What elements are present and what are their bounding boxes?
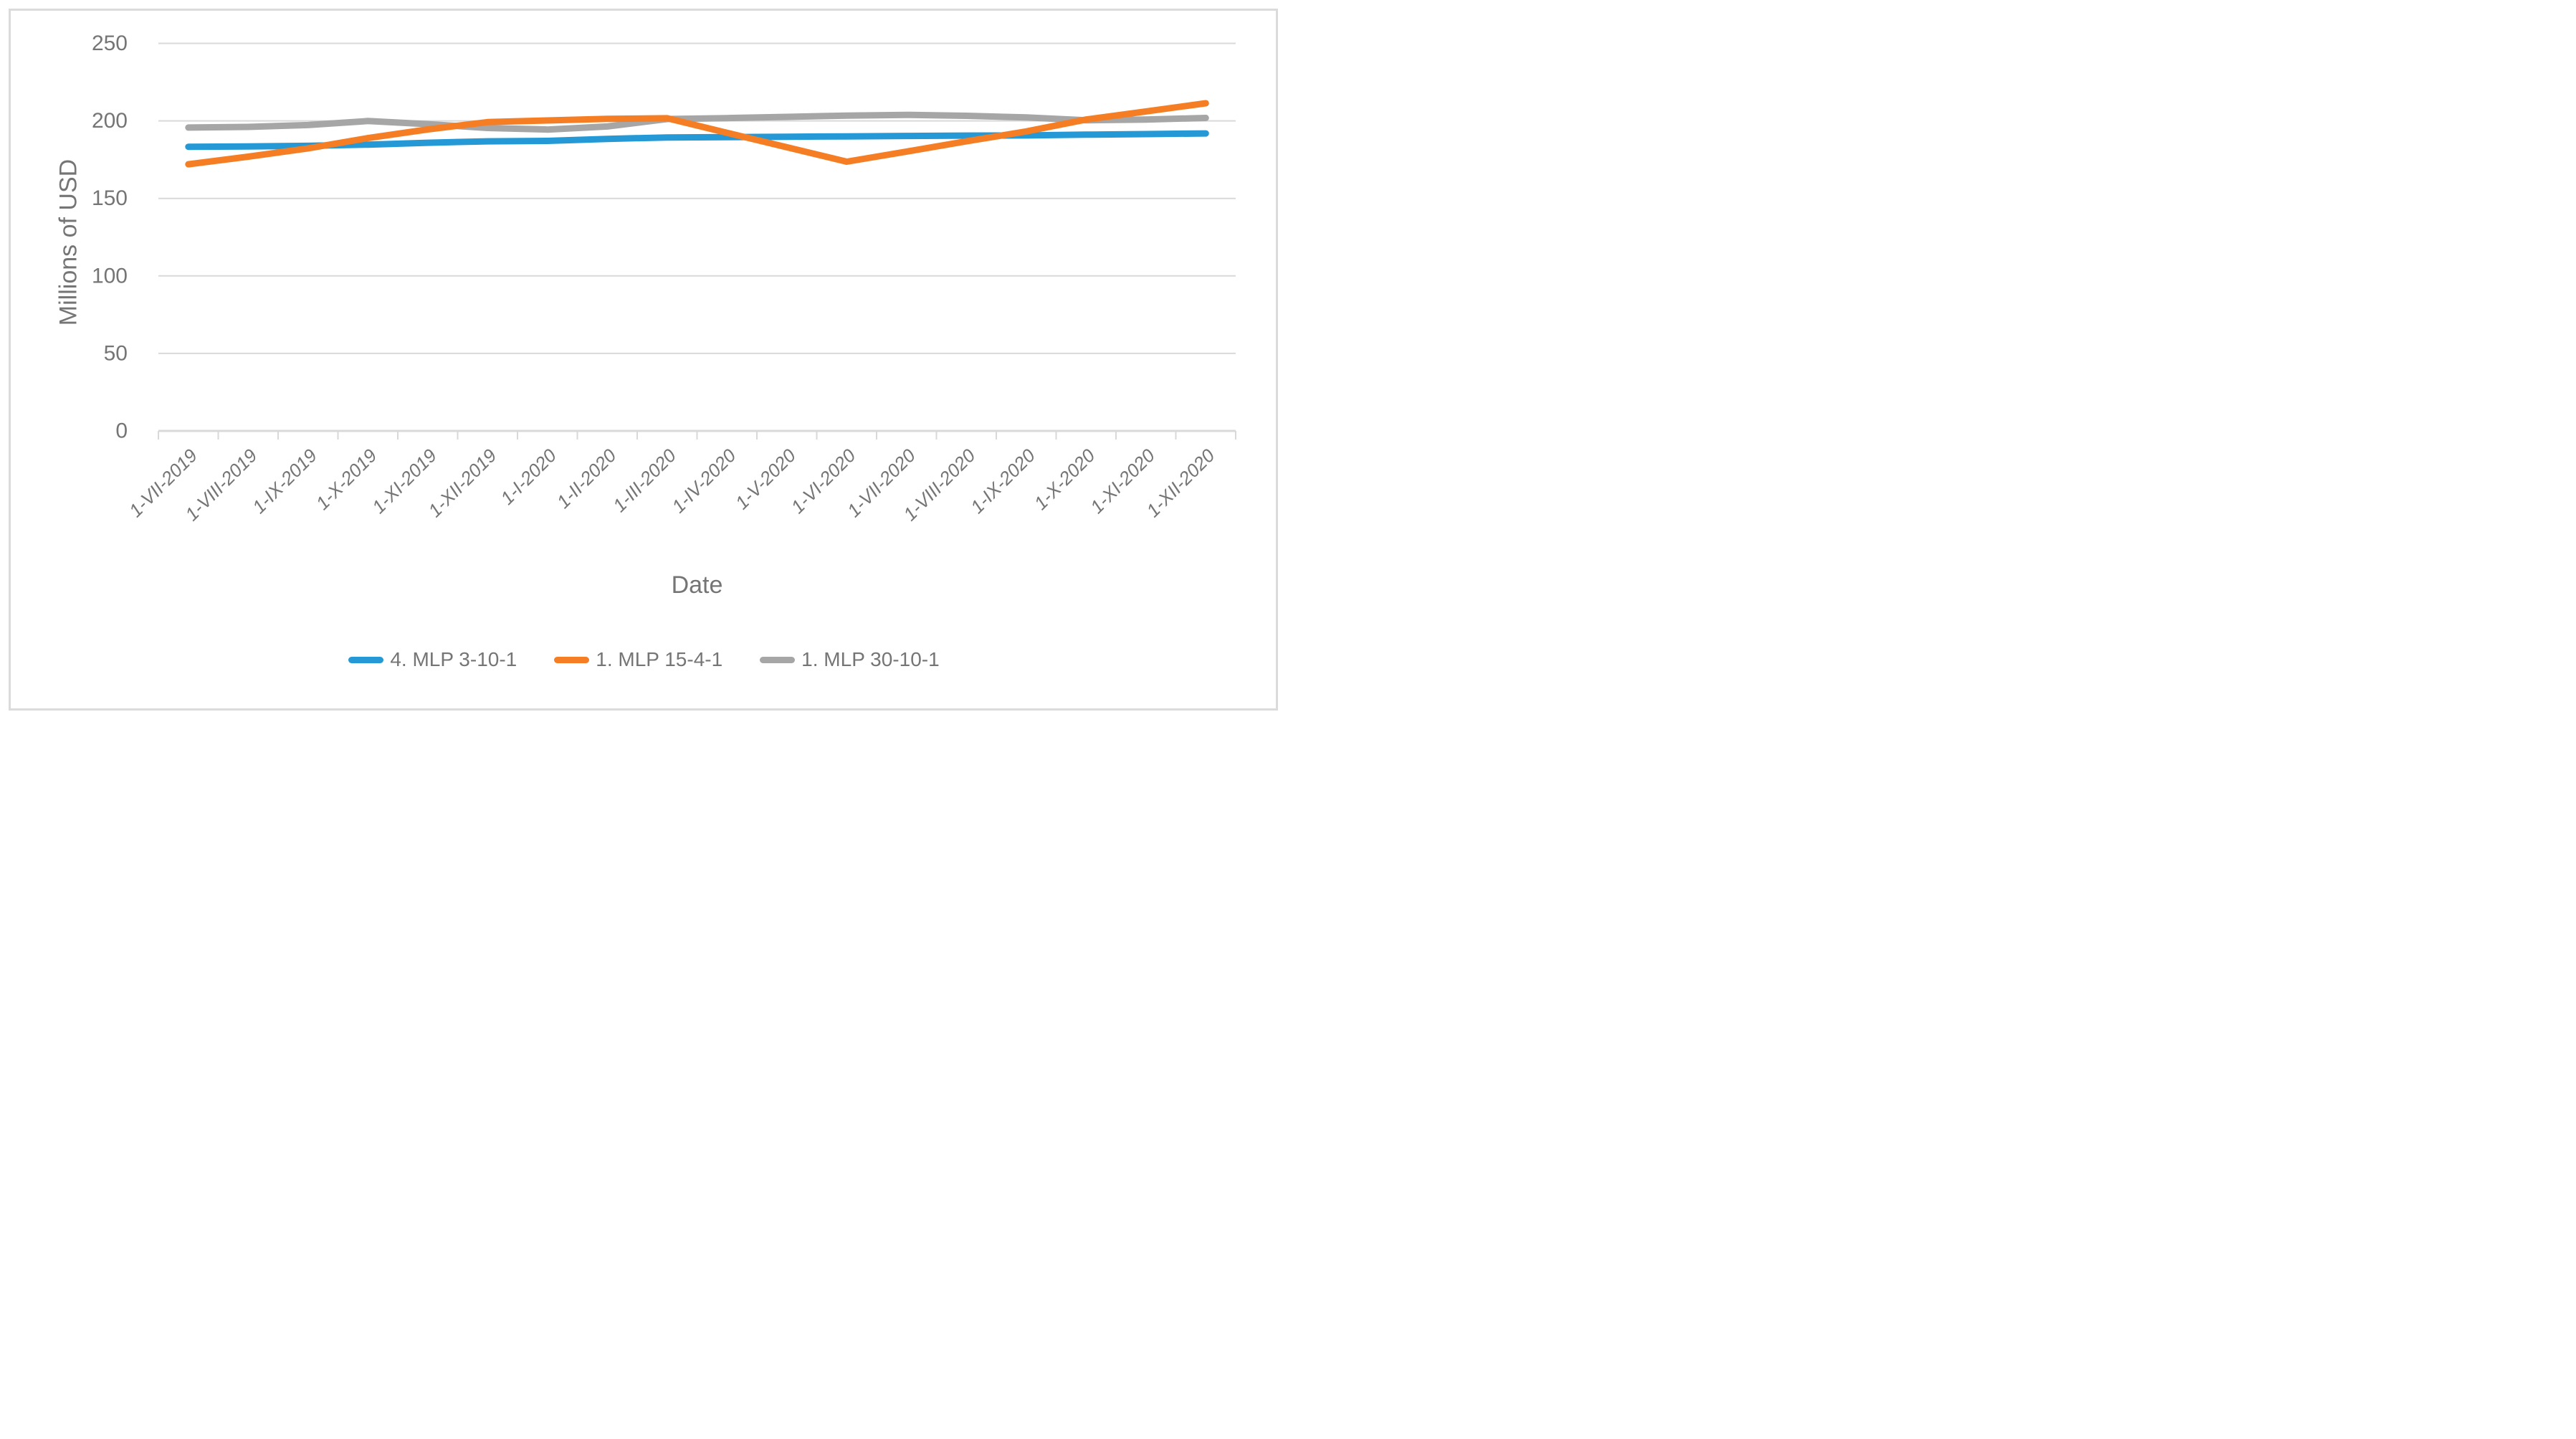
series-line-4-mlp-3-10-1 xyxy=(185,130,1209,151)
legend-swatch-icon xyxy=(554,656,590,663)
y-tick-label-250: 250 xyxy=(92,32,128,55)
legend-swatch-icon xyxy=(760,656,796,663)
chart-figure: 250 200 150 100 50 0 1-VII-2019 1-VIII-2019 1-IX… xyxy=(0,0,1288,719)
y-axis-title: Millions of USD xyxy=(54,158,82,326)
x-tick-label-1-I-2020: 1-I-2020 xyxy=(496,445,560,509)
legend-label: 4. MLP 3-10-1 xyxy=(390,648,517,670)
x-tick-label-1-IX-2020: 1-IX-2020 xyxy=(966,445,1039,518)
x-axis-title: Date xyxy=(671,571,723,599)
y-tick-label-150: 150 xyxy=(92,186,128,210)
y-tick-label-200: 200 xyxy=(92,109,128,133)
legend-entry-4-mlp-3-10-1: 4. MLP 3-10-1 xyxy=(348,648,517,671)
series-line-1-mlp-15-4-1 xyxy=(185,100,1209,168)
legend-entry-1-mlp-15-4-1: 1. MLP 15-4-1 xyxy=(554,648,722,671)
x-tick-label-1-III-2020: 1-III-2020 xyxy=(609,445,680,516)
line-chart: 2502001501005001-VII-20191-VIII-20191-IX… xyxy=(92,32,1236,525)
y-tick-label-50: 50 xyxy=(104,341,128,365)
series-line-1-mlp-30-10-1 xyxy=(185,111,1209,133)
y-tick-label-100: 100 xyxy=(92,264,128,288)
y-tick-label-0: 0 xyxy=(115,419,128,443)
legend-label: 1. MLP 15-4-1 xyxy=(596,648,723,670)
x-tick-label-1-IV-2020: 1-IV-2020 xyxy=(667,445,740,518)
legend: 4. MLP 3-10-1 1. MLP 15-4-1 1. MLP 30-10-1 xyxy=(0,648,1288,671)
legend-label: 1. MLP 30-10-1 xyxy=(801,648,940,670)
legend-entry-1-mlp-30-10-1: 1. MLP 30-10-1 xyxy=(760,648,940,671)
x-tick-label-1-IX-2019: 1-IX-2019 xyxy=(248,445,321,518)
legend-swatch-icon xyxy=(348,656,384,663)
